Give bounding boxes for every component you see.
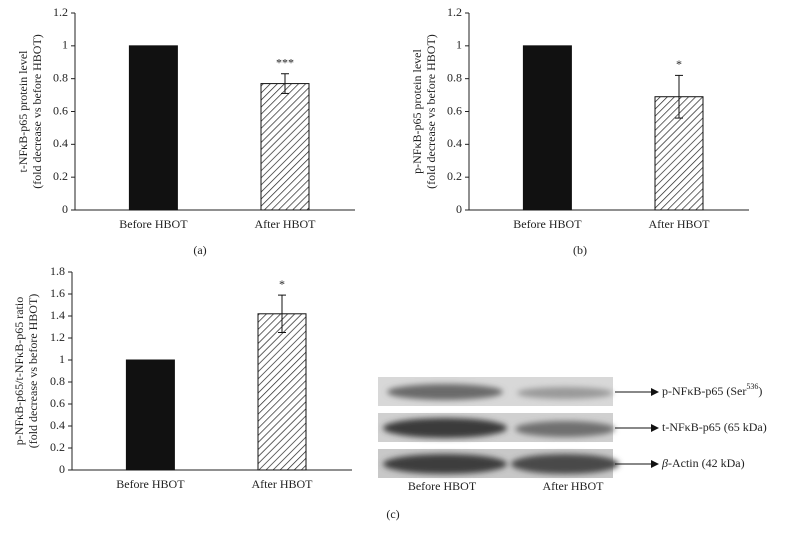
y-tick-label: 0.6: [50, 396, 65, 410]
significance-marker: *: [279, 277, 285, 291]
lane-label: Before HBOT: [408, 479, 477, 493]
band-label: t-NFκB-p65 (65 kDa): [662, 420, 767, 434]
panel-label: (b): [573, 243, 587, 257]
y-tick-label: 0: [456, 202, 462, 216]
y-tick-label: 1: [456, 38, 462, 52]
bar: [125, 359, 175, 471]
y-tick-label: 1.8: [50, 264, 65, 278]
band-label: p-NFκB-p65 (Ser536): [662, 382, 762, 398]
x-tick-label: After HBOT: [649, 217, 711, 231]
band-label: β-Actin (42 kDa): [661, 456, 745, 470]
x-tick-label: Before HBOT: [119, 217, 188, 231]
y-tick-label: 0.8: [53, 70, 68, 84]
panel-label: (c): [386, 507, 399, 521]
y-axis-label: t-NFκB-p65 protein level: [16, 50, 30, 173]
y-tick-label: 1.2: [50, 330, 65, 344]
lane-label: After HBOT: [543, 479, 605, 493]
y-tick-label: 1: [62, 38, 68, 52]
y-tick-label: 0.2: [50, 440, 65, 454]
y-tick-label: 0.4: [50, 418, 65, 432]
y-tick-label: 0.2: [53, 169, 68, 183]
y-tick-label: 0: [59, 462, 65, 476]
y-tick-label: 0.2: [447, 169, 462, 183]
bar: [128, 45, 178, 211]
y-tick-label: 0.4: [447, 136, 462, 150]
y-axis-label: (fold decrease vs before HBOT): [26, 294, 40, 449]
y-tick-label: 0: [62, 202, 68, 216]
y-axis-label: p-NFκB-p65/t-NFκB-p65 ratio: [12, 297, 26, 445]
y-tick-label: 0.8: [50, 374, 65, 388]
blot-image: [378, 377, 659, 478]
significance-marker: ***: [276, 55, 294, 69]
bar: [654, 96, 704, 211]
x-tick-label: Before HBOT: [513, 217, 582, 231]
significance-marker: *: [676, 57, 682, 71]
y-tick-label: 0.8: [447, 70, 462, 84]
y-tick-label: 1.6: [50, 286, 65, 300]
x-tick-label: After HBOT: [255, 217, 317, 231]
y-axis-label: (fold decrease vs before HBOT): [30, 34, 44, 189]
y-axis-label: p-NFκB-p65 protein level: [410, 48, 424, 173]
bar: [260, 83, 310, 211]
y-tick-label: 0.6: [447, 103, 462, 117]
y-tick-label: 1: [59, 352, 65, 366]
y-tick-label: 1.2: [53, 5, 68, 19]
bar: [257, 313, 307, 471]
y-tick-label: 0.6: [53, 103, 68, 117]
x-tick-label: After HBOT: [252, 477, 314, 491]
y-tick-label: 1.2: [447, 5, 462, 19]
panel-label: (a): [193, 243, 206, 257]
y-tick-label: 0.4: [53, 136, 68, 150]
x-tick-label: Before HBOT: [116, 477, 185, 491]
y-axis-label: (fold decrease vs before HBOT): [424, 34, 438, 189]
y-tick-label: 1.4: [50, 308, 65, 322]
bar: [522, 45, 572, 211]
